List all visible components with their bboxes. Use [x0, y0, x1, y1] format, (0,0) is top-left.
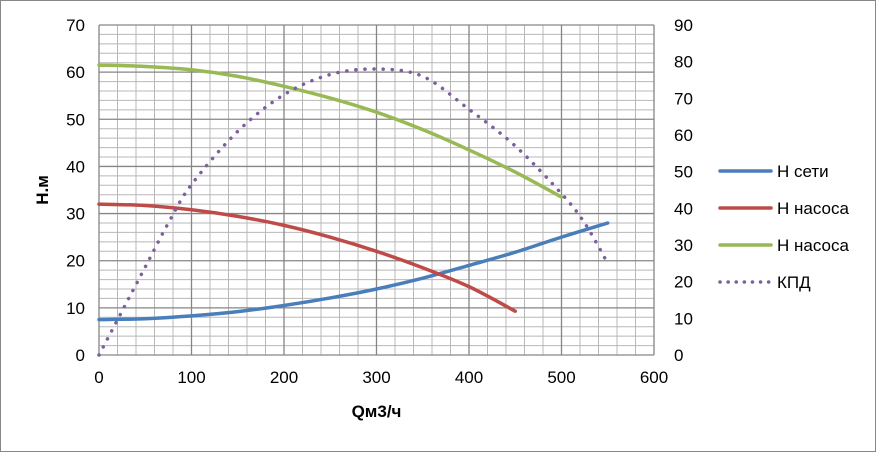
legend-label-1: Н насоса: [777, 199, 849, 218]
y2-tick-label: 20: [674, 273, 693, 292]
y-tick-label: 50: [66, 110, 85, 129]
y2-tick-label: 90: [674, 16, 693, 35]
series-line-1: [97, 202, 517, 313]
y-tick-label: 60: [66, 63, 85, 82]
y2-tick-label: 0: [674, 346, 683, 365]
x-tick-label: 300: [362, 368, 390, 387]
series-line-3: [97, 67, 610, 357]
y-tick-label: 10: [66, 299, 85, 318]
x-tick-label: 600: [640, 368, 668, 387]
x-axis-title: Qм3/ч: [352, 402, 402, 421]
legend-label-3: КПД: [777, 273, 811, 292]
y-tick-label: 40: [66, 157, 85, 176]
y2-tick-label: 80: [674, 53, 693, 72]
x-tick-label: 100: [177, 368, 205, 387]
legend-label-2: Н насоса: [777, 236, 849, 255]
y2-tick-label: 60: [674, 126, 693, 145]
x-tick-label: 500: [547, 368, 575, 387]
y2-tick-label: 10: [674, 309, 693, 328]
x-tick-label: 400: [455, 368, 483, 387]
series-line-2: [97, 63, 564, 199]
y-tick-label: 0: [76, 346, 85, 365]
y-tick-label: 30: [66, 205, 85, 224]
y-tick-label: 70: [66, 16, 85, 35]
y2-tick-label: 50: [674, 163, 693, 182]
y-axis-title: Н.м: [33, 175, 52, 205]
y2-tick-label: 30: [674, 236, 693, 255]
legend-label-0: Н сети: [777, 162, 829, 181]
y2-tick-label: 40: [674, 199, 693, 218]
x-tick-label: 0: [94, 368, 103, 387]
y2-tick-label: 70: [674, 89, 693, 108]
y-tick-label: 20: [66, 252, 85, 271]
x-tick-label: 200: [270, 368, 298, 387]
series-line-0: [97, 221, 610, 322]
